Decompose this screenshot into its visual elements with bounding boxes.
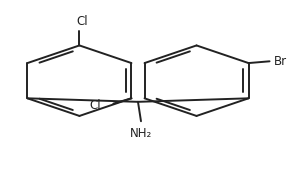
- Text: NH₂: NH₂: [130, 127, 152, 139]
- Text: Cl: Cl: [90, 99, 102, 112]
- Text: Br: Br: [274, 55, 287, 68]
- Text: Cl: Cl: [77, 15, 88, 28]
